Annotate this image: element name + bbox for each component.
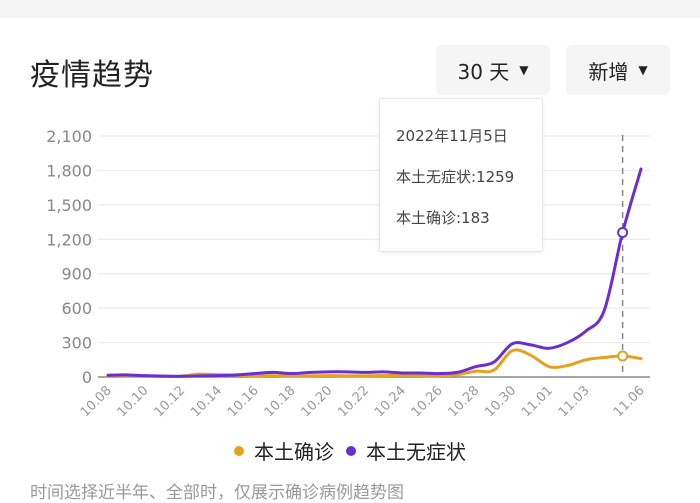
page-title: 疫情趋势	[30, 58, 154, 93]
svg-text:11.03: 11.03	[556, 383, 593, 420]
svg-text:10.14: 10.14	[188, 383, 225, 420]
top-bar	[0, 0, 700, 18]
svg-text:2,100: 2,100	[46, 127, 92, 146]
svg-text:1,500: 1,500	[46, 196, 92, 215]
svg-text:10.12: 10.12	[151, 383, 188, 420]
range-dropdown[interactable]: 30 天 ▼	[436, 45, 550, 95]
svg-text:10.24: 10.24	[372, 383, 409, 420]
range-dropdown-label: 30 天	[457, 59, 510, 84]
footer-note: 时间选择近半年、全部时，仅展示确诊病例趋势图	[30, 483, 404, 503]
svg-text:10.30: 10.30	[482, 383, 519, 420]
legend-dot-icon	[234, 445, 244, 456]
svg-text:10.16: 10.16	[225, 383, 262, 420]
svg-text:10.08: 10.08	[78, 383, 115, 420]
svg-text:900: 900	[61, 265, 92, 284]
caret-down-icon: ▼	[638, 63, 648, 77]
svg-text:10.22: 10.22	[335, 383, 372, 420]
svg-text:11.01: 11.01	[519, 383, 556, 420]
legend-dot-icon	[346, 445, 356, 456]
svg-text:600: 600	[61, 299, 92, 318]
legend-item-asymptomatic[interactable]: 本土无症状	[346, 436, 466, 465]
svg-text:10.28: 10.28	[445, 383, 482, 420]
chart-legend: 本土确诊 本土无症状	[0, 436, 700, 465]
svg-text:300: 300	[61, 334, 92, 353]
chart-tooltip: 2022年11月5日 本土无症状:1259 本土确诊:183	[379, 98, 543, 252]
tooltip-date: 2022年11月5日	[396, 127, 508, 145]
svg-text:10.20: 10.20	[298, 383, 335, 420]
legend-item-confirmed[interactable]: 本土确诊	[234, 436, 334, 465]
svg-text:1,200: 1,200	[46, 230, 92, 249]
type-dropdown-label: 新增	[588, 59, 629, 84]
legend-label: 本土无症状	[366, 440, 466, 464]
svg-text:10.10: 10.10	[115, 383, 152, 420]
svg-text:11.06: 11.06	[611, 383, 648, 420]
tooltip-asymptomatic: 本土无症状:1259	[396, 168, 515, 186]
svg-text:0: 0	[82, 368, 92, 387]
tooltip-confirmed: 本土确诊:183	[396, 209, 490, 227]
legend-label: 本土确诊	[254, 440, 334, 464]
svg-text:10.18: 10.18	[262, 383, 299, 420]
svg-text:10.26: 10.26	[409, 383, 446, 420]
caret-down-icon: ▼	[519, 63, 529, 77]
svg-text:1,800: 1,800	[46, 161, 92, 180]
type-dropdown[interactable]: 新增 ▼	[566, 45, 670, 95]
